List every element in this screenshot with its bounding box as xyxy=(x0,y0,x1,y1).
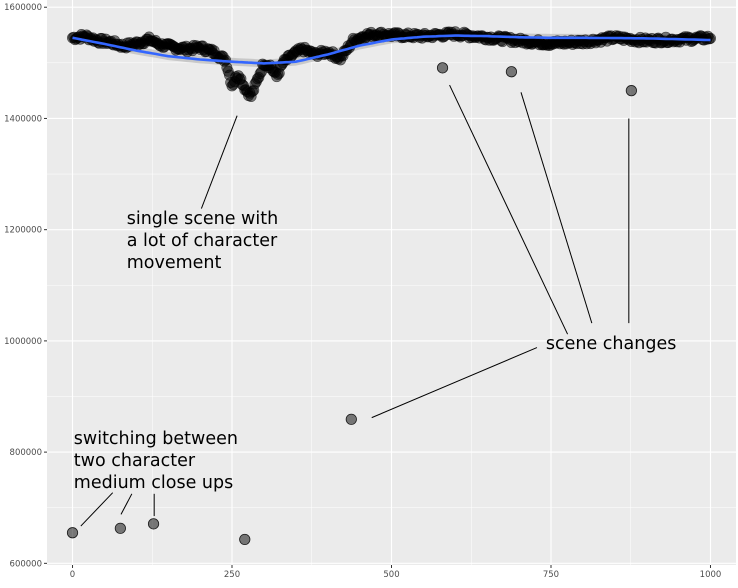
y-tick-label: 800000 xyxy=(10,448,42,458)
y-tick-label: 1000000 xyxy=(4,337,42,347)
annotation-pointer xyxy=(80,492,114,527)
y-tick-label: 1200000 xyxy=(4,226,42,236)
annotation-text: scene changes xyxy=(546,334,676,354)
annotation-text: a lot of character xyxy=(127,231,278,251)
outlier-point xyxy=(66,527,79,539)
annotation-pointer xyxy=(371,347,538,419)
outlier-point xyxy=(239,533,251,546)
annotation-text: movement xyxy=(127,253,222,273)
annotation-text: single scene with xyxy=(127,209,278,229)
outlier-point xyxy=(147,518,160,530)
x-tick-label: 500 xyxy=(383,570,399,580)
annotation-text: medium close ups xyxy=(74,473,233,493)
annotation-text: switching between xyxy=(74,429,238,449)
annotation-text: two character xyxy=(74,451,196,471)
outlier-point xyxy=(505,66,518,78)
x-tick-label: 750 xyxy=(543,570,559,580)
annotation-pointer xyxy=(200,115,238,209)
outlier-point xyxy=(625,85,637,97)
x-tick-label: 1000 xyxy=(700,570,722,580)
x-tick-label: 0 xyxy=(70,570,75,580)
y-tick-label: 1600000 xyxy=(4,3,42,13)
y-tick-label: 1400000 xyxy=(4,114,42,124)
data-point xyxy=(704,32,716,44)
annotation-pointer xyxy=(120,493,133,515)
annotation-pointer xyxy=(449,84,569,335)
x-tick-label: 250 xyxy=(224,570,240,580)
outlier-point xyxy=(436,62,449,74)
x-axis-ticks: 0 250 500 750 1000 xyxy=(70,565,721,580)
y-tick-label: 600000 xyxy=(10,559,42,569)
outlier-point xyxy=(114,522,126,534)
outlier-point xyxy=(345,413,357,425)
major-gridlines xyxy=(47,0,736,565)
outlier-points xyxy=(66,62,637,546)
smooth-line xyxy=(72,34,711,65)
smooth-trend-line xyxy=(72,34,711,65)
y-axis-ticks: 600000 800000 1000000 1200000 1400000 1600000 xyxy=(4,3,47,569)
annotation-pointer xyxy=(520,92,593,324)
